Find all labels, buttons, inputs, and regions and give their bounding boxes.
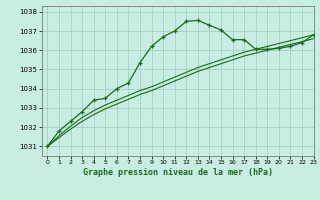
X-axis label: Graphe pression niveau de la mer (hPa): Graphe pression niveau de la mer (hPa) bbox=[83, 168, 273, 177]
